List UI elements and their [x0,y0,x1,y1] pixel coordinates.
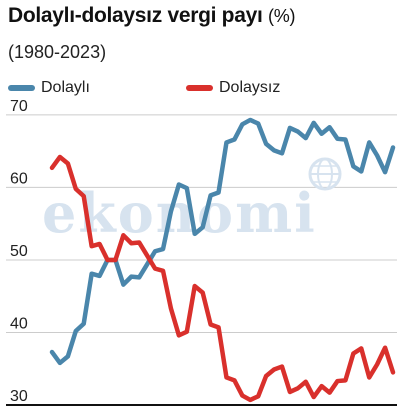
legend-swatch-dolayli [8,85,35,91]
legend-swatch-dolaysiz [186,85,213,91]
y-tick-label: 70 [10,98,28,115]
chart-subtitle: (1980-2023) [8,42,107,62]
series-line-dolaysiz [49,154,396,403]
chart-title: Dolaylı-dolaysız vergi payı (%) [8,4,295,28]
y-tick-label: 30 [10,388,28,405]
chart-title-text: Dolaylı-dolaysız vergi payı [8,4,263,27]
series-layer [49,117,396,403]
y-tick-label: 60 [10,170,28,187]
tick-layer: 30 40 50 60 70 [10,98,28,405]
chart-title-unit: (%) [268,6,296,26]
legend-label-dolayli: Dolaylı [41,79,90,96]
legend-label-dolaysiz: Dolaysız [219,79,281,96]
legend-item-dolaysiz: Dolaysız [186,78,280,98]
y-tick-label: 40 [10,315,28,332]
globe-icon [308,157,342,191]
legend-item-dolayli: Dolaylı [8,78,90,98]
y-tick-label: 50 [10,243,28,260]
chart-legend: Dolaylı Dolaysız [8,78,398,98]
